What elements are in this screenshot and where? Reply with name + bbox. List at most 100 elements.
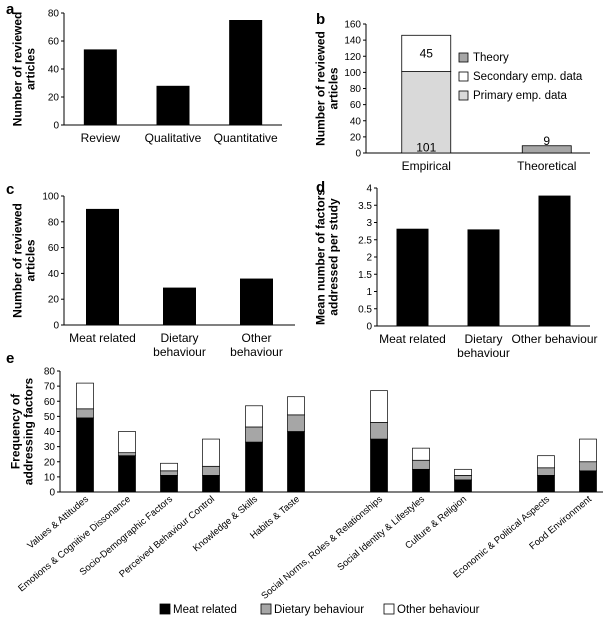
d-x-tick-label: Other behaviour <box>511 332 597 346</box>
c-bar-0 <box>86 208 119 325</box>
e-y-tick-label: 70 <box>44 382 56 393</box>
e-legend-label: Other behaviour <box>397 604 480 616</box>
e-bar-2-0 <box>76 382 94 410</box>
e-bar-2-9 <box>537 455 555 469</box>
e-bar-1-8 <box>454 475 472 481</box>
b-y-tick-label: 160 <box>344 20 361 31</box>
b-y-tick-label: 120 <box>344 52 361 63</box>
d-bar-0 <box>396 228 429 326</box>
e-bar-1-5 <box>287 414 305 432</box>
d-y-tick-label: 0 <box>366 322 372 333</box>
e-bar-0-10 <box>579 470 597 493</box>
e-bar-0-4 <box>245 441 263 493</box>
e-legend-swatch <box>159 603 171 615</box>
b-bar-secondary-emp-data-0 <box>401 34 452 72</box>
b-x-tick-label: Empirical <box>402 159 451 173</box>
c-y-tick-label: 20 <box>48 295 60 306</box>
a-y-tick-label: 80 <box>48 9 60 20</box>
b-x-tick-label: Theoretical <box>517 159 576 173</box>
d-bar-2 <box>538 195 571 326</box>
a-y-tick-label: 0 <box>53 121 59 132</box>
b-y-tick-label: 80 <box>350 84 362 95</box>
b-y-tick-label: 0 <box>355 149 361 160</box>
b-y-tick-label: 40 <box>350 116 362 127</box>
a-bar-0 <box>83 49 117 125</box>
e-bar-2-2 <box>160 462 178 472</box>
c-x-tick-label: Meat related <box>69 331 136 345</box>
b-y-tick-label: 100 <box>344 68 361 79</box>
d-y-tick-label: 1 <box>366 287 372 298</box>
d-y-axis-label: Mean number of factorsaddressed per stud… <box>314 189 341 325</box>
e-bar-1-9 <box>537 467 555 476</box>
c-panel-label: c <box>6 181 14 198</box>
d-y-tick-label: 0.5 <box>358 304 372 315</box>
c-y-axis-label: Number of reviewedarticles <box>11 203 38 318</box>
e-bar-1-2 <box>160 470 178 476</box>
c-y-tick-label: 0 <box>53 321 59 332</box>
e-bar-0-3 <box>202 475 220 493</box>
d-x-tick-label: Meat related <box>379 332 446 346</box>
a-y-tick-label: 40 <box>48 65 60 76</box>
e-y-tick-label: 20 <box>44 457 56 468</box>
e-bar-2-3 <box>202 438 220 467</box>
e-bar-0-9 <box>537 475 555 493</box>
b-y-tick-label: 20 <box>350 132 362 143</box>
d-y-tick-label: 2 <box>366 253 372 264</box>
e-legend-swatch <box>383 603 395 615</box>
c-bar-1 <box>163 287 196 325</box>
e-bar-2-7 <box>412 447 430 461</box>
e-y-tick-label: 30 <box>44 442 56 453</box>
b-legend-swatch <box>458 52 469 63</box>
d-y-tick-label: 4 <box>366 184 372 195</box>
e-bar-0-8 <box>454 479 472 493</box>
e-bar-1-6 <box>370 422 388 440</box>
d-panel-label: d <box>316 179 325 196</box>
e-y-tick-label: 80 <box>44 367 56 378</box>
e-bar-1-7 <box>412 459 430 470</box>
a-y-tick-label: 60 <box>48 37 60 48</box>
e-panel-label: e <box>6 350 14 367</box>
e-bar-2-8 <box>454 468 472 476</box>
c-x-tick-label: Dietary behaviour <box>153 331 206 359</box>
e-y-tick-label: 50 <box>44 412 56 423</box>
e-bar-0-0 <box>76 417 94 493</box>
b-legend-label: Theory <box>473 52 509 64</box>
d-x-tick-label: Dietary behaviour <box>457 332 510 360</box>
e-bar-2-10 <box>579 438 597 463</box>
e-legend-swatch <box>260 603 272 615</box>
b-y-tick-label: 60 <box>350 100 362 111</box>
a-bar-2 <box>229 20 263 125</box>
b-legend-label: Primary emp. data <box>473 90 568 102</box>
a-x-tick-label: Quantitative <box>214 131 278 145</box>
b-panel-label: b <box>316 11 325 28</box>
e-y-tick-label: 40 <box>44 427 56 438</box>
e-bar-1-3 <box>202 465 220 476</box>
e-y-tick-label: 60 <box>44 397 56 408</box>
a-x-tick-label: Review <box>81 131 121 145</box>
e-bar-2-4 <box>245 405 263 428</box>
e-legend-label: Dietary behaviour <box>274 604 364 616</box>
b-y-axis-label: Number of reviewedarticles <box>314 31 341 146</box>
b-bar-theory-1 <box>521 145 572 154</box>
c-y-tick-label: 80 <box>48 217 60 228</box>
d-y-tick-label: 3 <box>366 218 372 229</box>
e-bar-0-7 <box>412 468 430 493</box>
b-data-label: 45 <box>420 46 434 60</box>
e-bar-0-2 <box>160 475 178 493</box>
d-bar-1 <box>467 229 500 326</box>
b-legend-swatch <box>458 90 469 101</box>
a-y-tick-label: 20 <box>48 93 60 104</box>
e-bar-0-5 <box>287 431 305 493</box>
a-bar-1 <box>156 85 190 125</box>
e-bar-1-10 <box>579 461 597 472</box>
c-y-tick-label: 40 <box>48 269 60 280</box>
e-y-tick-label: 0 <box>49 488 55 499</box>
e-bar-1-1 <box>118 452 136 457</box>
d-y-tick-label: 2.5 <box>358 235 372 246</box>
e-y-tick-label: 10 <box>44 472 56 483</box>
e-legend-label: Meat related <box>173 604 237 616</box>
e-bar-2-6 <box>370 390 388 423</box>
c-y-tick-label: 100 <box>42 192 59 203</box>
b-legend-label: Secondary emp. data <box>473 71 583 83</box>
